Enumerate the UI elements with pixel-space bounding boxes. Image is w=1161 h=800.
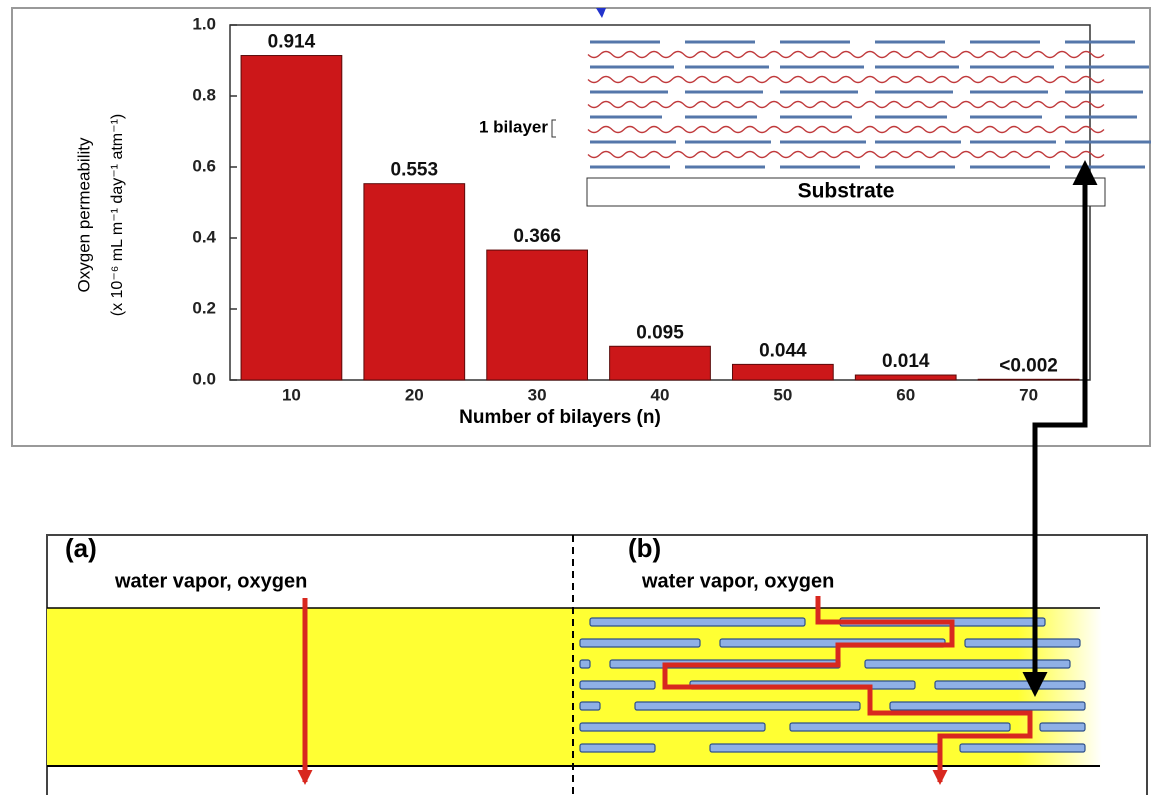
- y-axis-units: (x 10⁻⁶ mL m⁻¹ day⁻¹ atm⁻¹): [109, 114, 126, 316]
- inset-polymer: [588, 127, 1104, 133]
- page: {"chart_data": {"type": "bar", "x_label"…: [0, 0, 1161, 800]
- y-tick-label: 0.0: [192, 369, 216, 388]
- bar: [610, 346, 711, 380]
- y-tick-label: 0.6: [192, 156, 216, 175]
- panel-a-tag: (a): [65, 533, 97, 563]
- platelet: [635, 702, 860, 710]
- platelet: [790, 723, 1010, 731]
- value-label: 0.095: [636, 322, 684, 343]
- platelet: [710, 744, 940, 752]
- value-label: 0.044: [759, 340, 807, 361]
- panel-b-label: water vapor, oxygen: [641, 570, 834, 592]
- x-tick-label: 30: [528, 385, 547, 404]
- platelet: [580, 681, 655, 689]
- bar: [732, 364, 833, 380]
- y-tick-label: 0.8: [192, 85, 216, 104]
- y-tick-label: 0.4: [192, 227, 216, 246]
- value-label: 0.014: [882, 351, 930, 372]
- platelet: [590, 618, 805, 626]
- x-tick-label: 50: [773, 385, 792, 404]
- platelet: [960, 744, 1085, 752]
- y-tick-label: 0.2: [192, 298, 216, 317]
- bar: [855, 375, 956, 380]
- panel-a-label: water vapor, oxygen: [114, 570, 307, 592]
- bilayer-label: 1 bilayer: [479, 117, 548, 136]
- inset-polymer: [588, 52, 1104, 58]
- inset-polymer: [588, 102, 1104, 108]
- x-tick-label: 10: [282, 385, 301, 404]
- platelet: [1040, 723, 1085, 731]
- x-axis-label: Number of bilayers (n): [459, 407, 661, 428]
- bar: [364, 184, 465, 380]
- bar: [241, 56, 342, 380]
- inset-polymer: [588, 152, 1104, 158]
- bilayer-bracket: [552, 120, 556, 137]
- x-tick-label: 60: [896, 385, 915, 404]
- bar: [978, 379, 1079, 380]
- platelet: [965, 639, 1080, 647]
- value-label: <0.002: [999, 355, 1058, 376]
- y-axis-label: Oxygen permeability: [74, 137, 93, 292]
- platelet: [580, 660, 590, 668]
- platelet: [890, 702, 1085, 710]
- platelet: [580, 702, 600, 710]
- figure: Number of bilayers (n) Oxygen permeabili…: [0, 0, 1161, 795]
- x-tick-label: 20: [405, 385, 424, 404]
- value-label: 0.914: [268, 32, 316, 53]
- platelet: [580, 639, 700, 647]
- value-label: 0.553: [391, 160, 439, 181]
- value-label: 0.366: [513, 226, 561, 247]
- inset-layers: [588, 42, 1151, 167]
- platelet: [580, 744, 655, 752]
- inset-polymer: [588, 77, 1104, 83]
- panel-b-tag: (b): [628, 533, 661, 563]
- x-tick-label: 70: [1019, 385, 1038, 404]
- x-tick-label: 40: [651, 385, 670, 404]
- diagram: (a) water vapor, oxygen (b) water vapor,…: [47, 533, 1147, 795]
- y-tick-label: 1.0: [192, 14, 216, 33]
- platelet: [935, 681, 1085, 689]
- platelet: [865, 660, 1070, 668]
- substrate-label: Substrate: [798, 180, 895, 203]
- marker-glyph: [596, 8, 606, 18]
- inset: Substrate 1 bilayer: [479, 42, 1151, 206]
- platelet: [580, 723, 765, 731]
- bar: [487, 250, 588, 380]
